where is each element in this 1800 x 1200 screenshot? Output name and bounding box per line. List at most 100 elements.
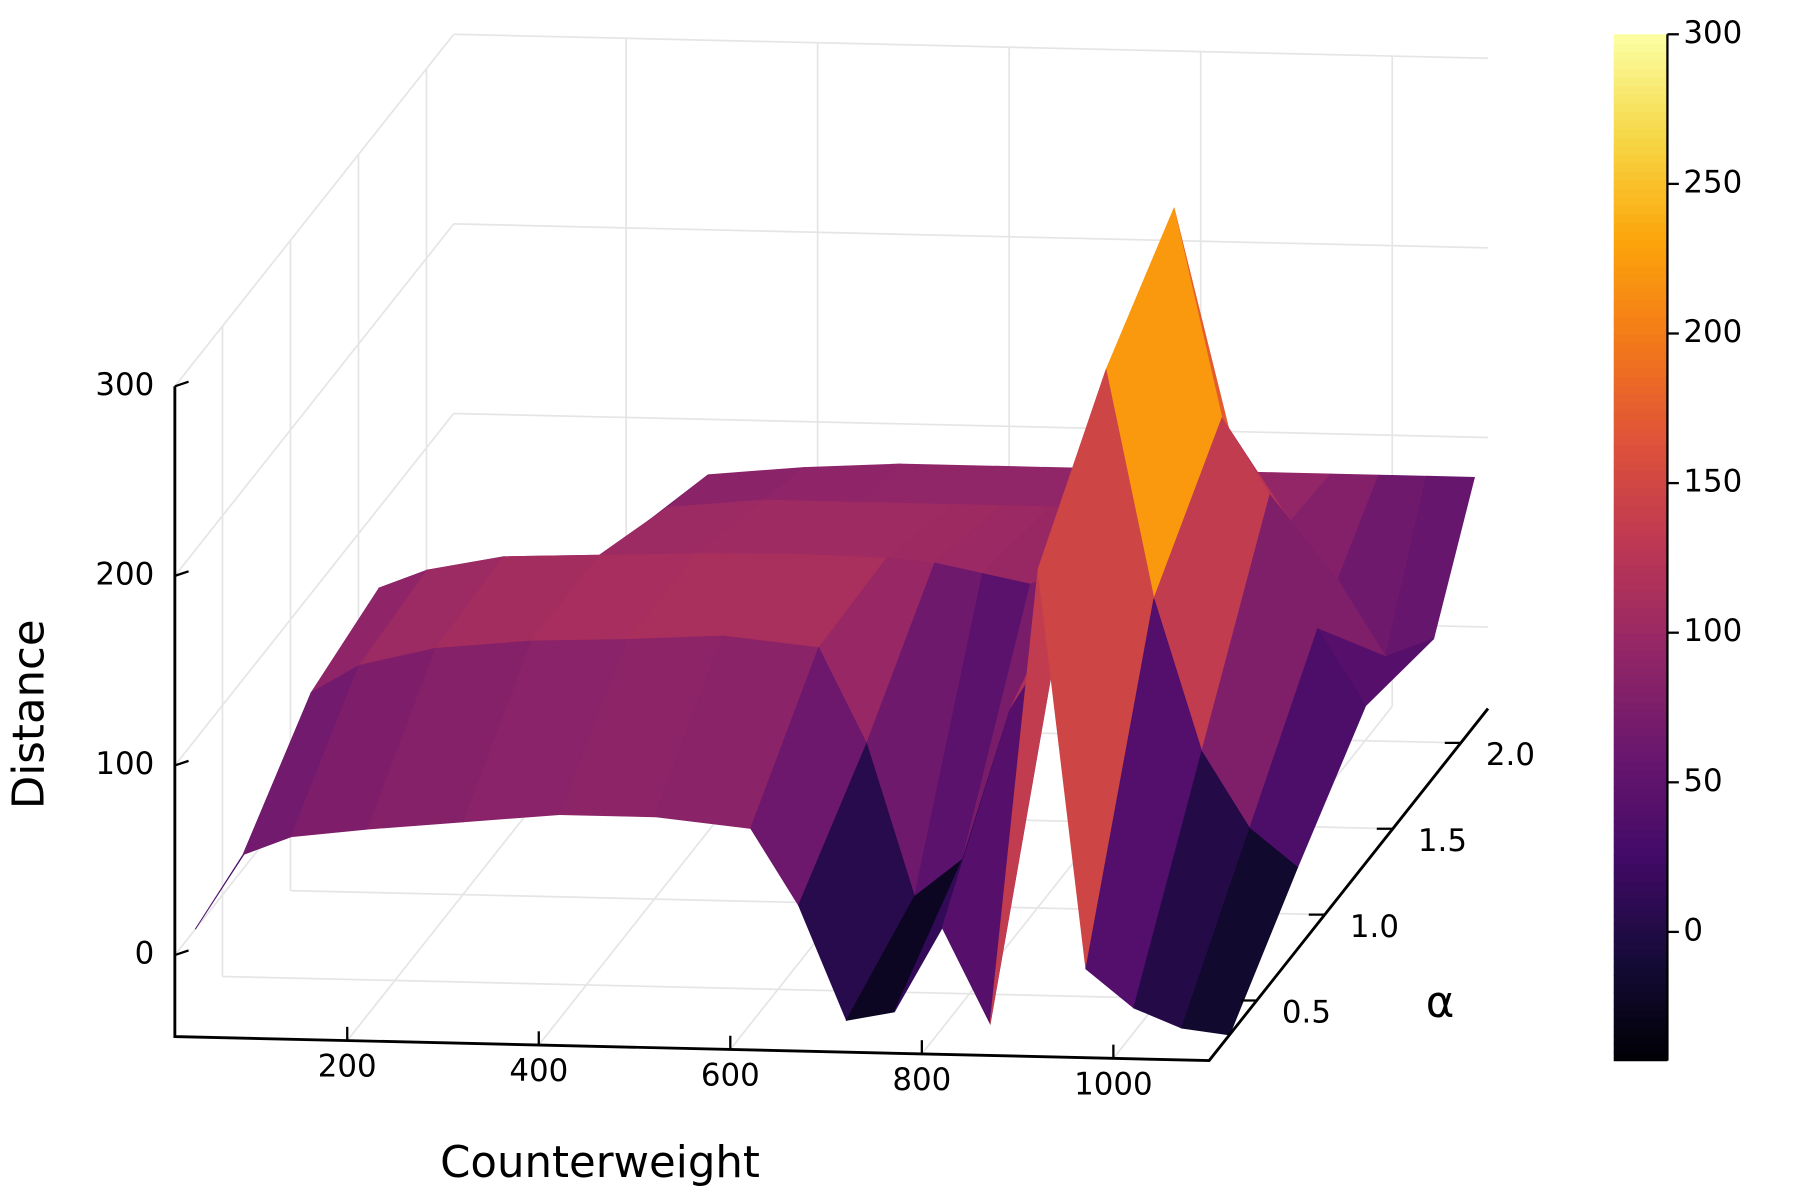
y-tick-label: 1.0 [1350, 909, 1399, 945]
colorbar-swatch [1613, 538, 1668, 549]
colorbar-swatch [1613, 487, 1668, 497]
colorbar-swatch [1613, 915, 1668, 925]
x-axis-label: Counterweight [440, 1138, 760, 1188]
colorbar-swatch [1613, 376, 1668, 386]
colorbar-swatch [1613, 615, 1668, 626]
colorbar-swatch [1613, 992, 1668, 1002]
colorbar-swatch [1613, 94, 1668, 104]
colorbar-swatch [1613, 196, 1668, 207]
colorbar-swatch [1613, 692, 1668, 703]
colorbar-swatch [1613, 51, 1668, 61]
colorbar-tick-label: 200 [1683, 314, 1742, 350]
colorbar-swatch [1613, 256, 1668, 266]
colorbar-swatch [1613, 453, 1668, 463]
colorbar-swatch [1613, 812, 1668, 822]
colorbar-swatch [1613, 325, 1668, 335]
colorbar-swatch [1613, 786, 1668, 797]
colorbar-swatch [1613, 701, 1668, 711]
colorbar-swatch [1613, 564, 1668, 574]
grid-line [453, 412, 1489, 439]
colorbar-swatch [1613, 59, 1668, 70]
grid-line [453, 223, 1489, 249]
colorbar-swatch [1613, 128, 1668, 138]
colorbar-swatch [1613, 359, 1668, 369]
colorbar-swatch [1613, 607, 1668, 617]
colorbar-swatch [1613, 821, 1668, 831]
colorbar-swatch [1613, 479, 1668, 489]
colorbar-swatch [1613, 855, 1668, 865]
colorbar-swatch [1613, 923, 1668, 933]
colorbar-swatch [1613, 265, 1668, 275]
z-tick-label: 100 [95, 746, 154, 782]
colorbar-swatch [1613, 709, 1668, 720]
colorbar-swatch [1613, 598, 1668, 608]
colorbar-swatch [1613, 658, 1668, 668]
colorbar-swatch [1613, 632, 1668, 643]
colorbar-swatch [1613, 350, 1668, 360]
colorbar-swatch [1613, 34, 1668, 44]
colorbar-swatch [1613, 581, 1668, 591]
colorbar-swatch [1613, 547, 1668, 557]
colorbar-swatch [1613, 573, 1668, 583]
colorbar-swatch [1613, 444, 1668, 455]
colorbar-swatch [1613, 154, 1668, 164]
colorbar-swatch [1613, 906, 1668, 916]
colorbar-swatch [1613, 667, 1668, 677]
y-tick-label: 2.0 [1486, 737, 1535, 773]
colorbar-swatch [1613, 761, 1668, 771]
colorbar-swatch [1613, 504, 1668, 514]
colorbar-swatch [1613, 171, 1668, 181]
x-tick-label: 200 [318, 1048, 377, 1084]
colorbar-swatch [1613, 316, 1668, 326]
colorbar-swatch [1613, 333, 1668, 343]
tick-mark [174, 380, 189, 388]
z-tick-label: 0 [135, 936, 155, 972]
colorbar-swatch [1613, 273, 1668, 283]
colorbar-swatch [1613, 718, 1668, 728]
colorbar-swatch [1613, 590, 1668, 600]
colorbar-swatch [1613, 111, 1668, 121]
colorbar-swatch [1613, 1026, 1668, 1036]
colorbar-swatch [1613, 42, 1668, 53]
axis-line [173, 386, 1490, 1063]
colorbar-swatch [1613, 675, 1668, 685]
tick-mark [174, 570, 189, 577]
colorbar-swatch [1613, 555, 1668, 566]
y-tick-label: 1.5 [1418, 823, 1467, 859]
z-axis-label: Distance [5, 619, 55, 809]
colorbar-swatch [1613, 838, 1668, 848]
tick-mark [174, 949, 189, 957]
colorbar-swatch [1613, 966, 1668, 976]
colorbar-swatch [1613, 367, 1668, 378]
colorbar-swatch [1613, 410, 1668, 420]
colorbar-swatch [1613, 804, 1668, 814]
colorbar-swatch [1613, 496, 1668, 506]
colorbar-swatch [1613, 179, 1668, 189]
colorbar-swatch [1613, 393, 1668, 403]
colorbar-swatch [1613, 85, 1668, 95]
colorbar-swatch [1613, 949, 1668, 959]
colorbar-swatch [1613, 889, 1668, 899]
colorbar-swatch [1613, 624, 1668, 634]
grid-line [222, 975, 1257, 1002]
colorbar-swatch [1613, 1009, 1668, 1019]
x-tick-label: 1000 [1074, 1066, 1153, 1102]
colorbar-swatch [1613, 521, 1668, 532]
colorbar-swatch [1613, 290, 1668, 301]
grid-line [174, 223, 455, 577]
colorbar-swatch [1613, 829, 1668, 839]
colorbar-swatch [1613, 299, 1668, 309]
colorbar-swatch [1613, 975, 1668, 985]
colorbar-swatch [1613, 427, 1668, 437]
colorbar-swatch [1613, 307, 1668, 318]
grid-line [174, 33, 455, 387]
colorbar-swatch [1613, 650, 1668, 660]
colorbar-swatch [1613, 846, 1668, 856]
colorbar-swatch [1613, 752, 1668, 762]
colorbar-swatch [1613, 136, 1668, 147]
colorbar-tick-label: 300 [1683, 15, 1742, 51]
colorbar-swatch [1613, 188, 1668, 198]
colorbar-swatch [1613, 1052, 1668, 1062]
tick-mark [174, 759, 189, 767]
colorbar-swatch [1613, 461, 1668, 472]
